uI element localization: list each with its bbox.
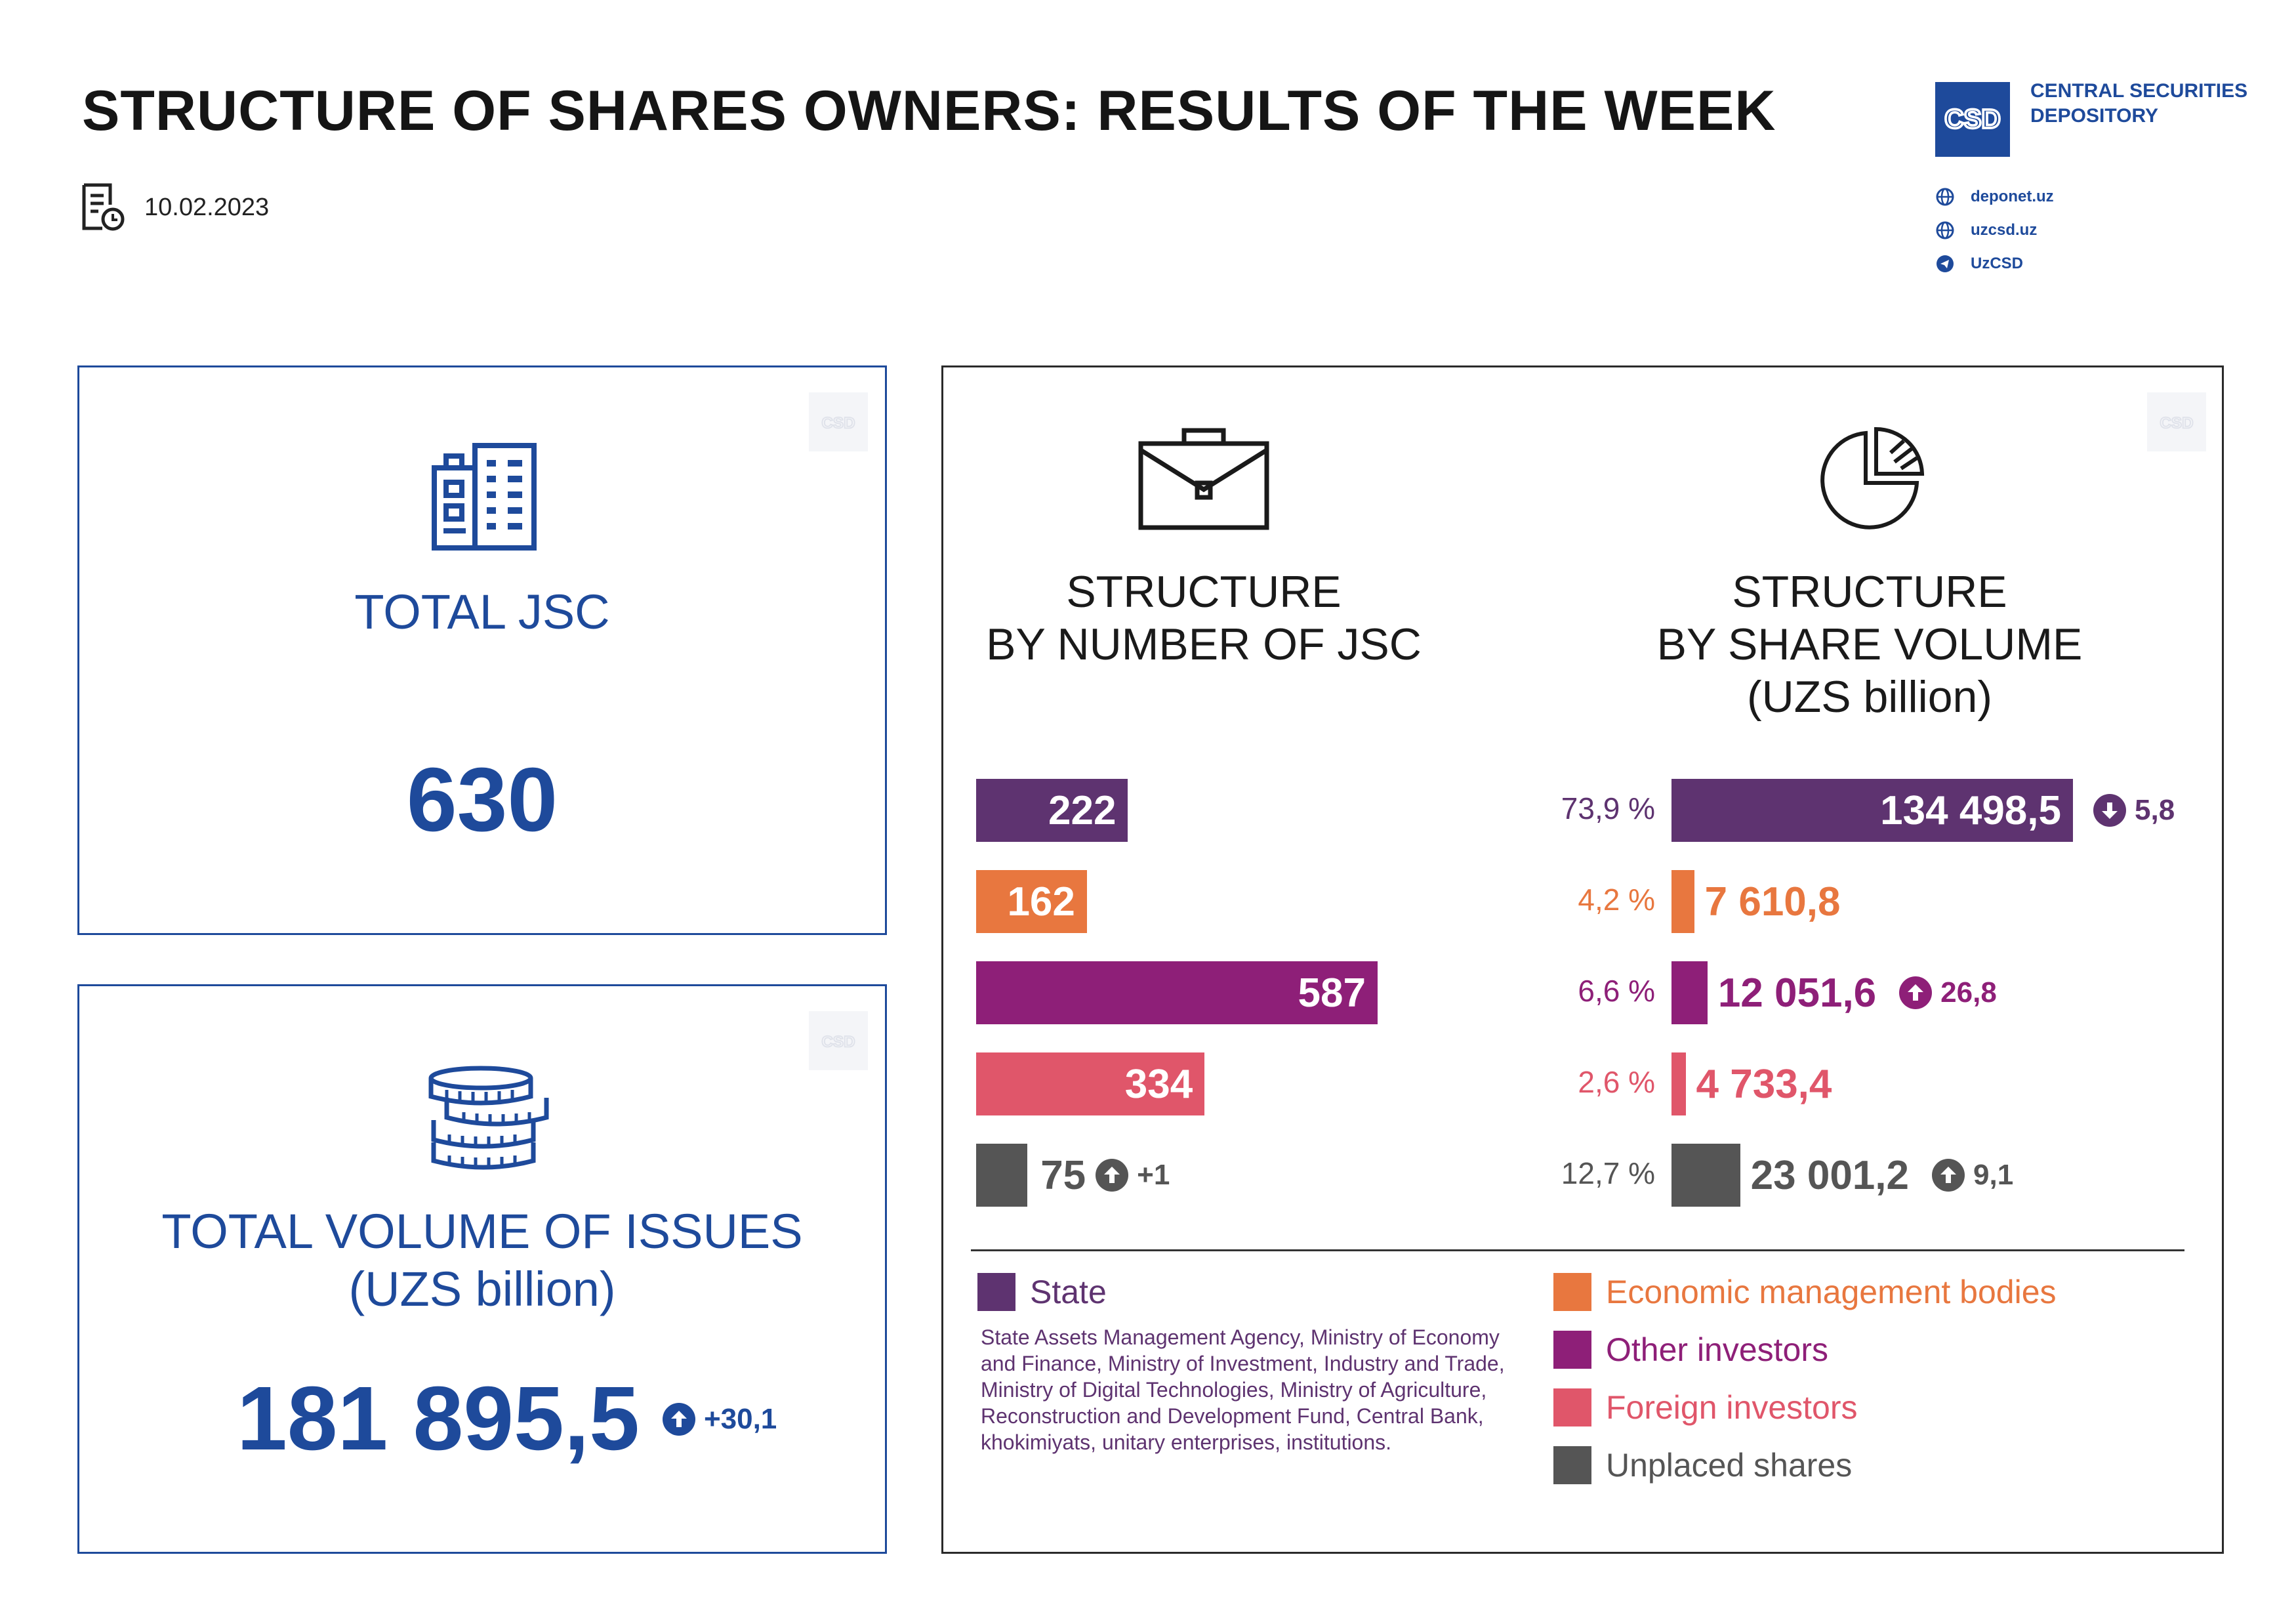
volume-bar-label-0: 134 498,5 [1880, 787, 2061, 833]
pie-chart-icon [1820, 427, 1925, 530]
legend-divider [971, 1249, 2184, 1251]
volume-change-2: 26,8 [1898, 976, 1997, 1010]
legend-item-other: Other investors [1553, 1331, 1828, 1369]
volume-bar-label-3: 4 733,4 [1696, 1061, 1832, 1107]
svg-text:CSD: CSD [821, 1033, 855, 1051]
briefcase-icon [1138, 428, 1269, 530]
svg-text:CSD: CSD [1944, 104, 2000, 134]
date-row: 10.02.2023 [80, 182, 269, 232]
volume-bar-1 [1671, 870, 1694, 933]
legend-item-foreign: Foreign investors [1553, 1388, 1858, 1426]
jsc-bar-label-1: 162 [1007, 879, 1075, 925]
total-volume-card: CSD TOTAL VOLUME OF ISSUES (UZS billion)… [77, 984, 887, 1554]
legend-swatch-state [977, 1273, 1015, 1311]
brand-name: CENTRAL SECURITIES DEPOSITORY [2030, 80, 2248, 127]
report-date: 10.02.2023 [144, 193, 270, 221]
volume-percent-1: 4,2 % [1578, 883, 1655, 917]
website-link-deponet[interactable]: deponet.uz [1935, 187, 2054, 207]
jsc-bar-1: 162 [976, 870, 1087, 933]
volume-percent-2: 6,6 % [1578, 974, 1655, 1008]
buildings-icon [432, 443, 537, 551]
total-jsc-label: TOTAL JSC [354, 585, 610, 639]
csd-watermark-icon: CSD [809, 1011, 868, 1070]
legend-swatch-other [1553, 1331, 1591, 1369]
total-volume-change: +30,1 [662, 1402, 777, 1436]
volume-bar-outlabel-1: 7 610,8 [1705, 870, 1841, 933]
arrow-up-icon [1932, 1159, 1965, 1192]
legend-state-note: State Assets Management Agency, Ministry… [981, 1325, 1505, 1454]
jsc-bar-label-3: 334 [1124, 1061, 1193, 1107]
arrow-up-icon [662, 1402, 695, 1436]
total-volume-value: 181 895,5 [237, 1368, 640, 1469]
volume-change-4: 9,1 [1931, 1158, 2013, 1192]
volume-bar-outlabel-2: 12 051,6 26,8 [1718, 961, 1997, 1024]
volume-bar-outlabel-4: 23 001,2 9,1 [1751, 1144, 2014, 1207]
volume-bar-label-1: 7 610,8 [1704, 879, 1841, 925]
jsc-bar-0: 222 [976, 779, 1128, 842]
legend-item-economic: Economic management bodies [1553, 1273, 2057, 1311]
volume-bar-2 [1671, 961, 1708, 1024]
total-volume-label: TOTAL VOLUME OF ISSUES (UZS billion) [161, 1204, 803, 1316]
jsc-change-4: +1 [1095, 1158, 1170, 1192]
arrow-up-icon [1899, 976, 1933, 1009]
volume-percent-3: 2,6 % [1578, 1065, 1655, 1099]
volume-bar-3 [1671, 1052, 1686, 1115]
volume-bar-label-2: 12 051,6 [1717, 970, 1877, 1016]
jsc-bar-label-2: 587 [1298, 970, 1366, 1016]
volume-bar-label-4: 23 001,2 [1750, 1152, 1909, 1198]
telegram-icon [1937, 255, 1954, 272]
volume-bar-4 [1671, 1144, 1740, 1207]
website-link-uzcsd[interactable]: uzcsd.uz [1935, 220, 2037, 240]
total-jsc-card: CSD TOTAL JSC 630 [77, 365, 887, 935]
total-jsc-value: 630 [406, 749, 558, 850]
volume-percent-0: 73,9 % [1561, 791, 1655, 825]
jsc-bar-outlabel-4: 75 +1 [1040, 1144, 1170, 1207]
jsc-bar-4 [976, 1144, 1028, 1207]
document-clock-icon [82, 183, 125, 231]
csd-logo: CSD [1935, 82, 2010, 157]
legend-swatch-unplaced [1553, 1446, 1591, 1484]
jsc-bar-label-0: 222 [1048, 787, 1117, 833]
legend-swatch-economic [1553, 1273, 1591, 1311]
volume-percent-4: 12,7 % [1561, 1156, 1655, 1190]
telegram-link[interactable]: UzCSD [1935, 254, 2023, 274]
jsc-bar-label-4: 75 [1040, 1152, 1086, 1198]
svg-text:CSD: CSD [2160, 414, 2193, 432]
volume-bar-outlabel-3: 4 733,4 [1696, 1052, 1832, 1115]
globe-icon [1936, 221, 1954, 239]
arrow-up-icon [1096, 1159, 1129, 1192]
coins-stack-icon [428, 1066, 549, 1170]
globe-icon [1936, 188, 1954, 206]
chart-title-number-of-jsc: STRUCTURE BY NUMBER OF JSC [986, 567, 1422, 669]
volume-bar-0: 134 498,5 [1671, 779, 2073, 842]
chart-title-share-volume: STRUCTURE BY SHARE VOLUME (UZS billion) [1656, 567, 2083, 722]
csd-watermark-icon: CSD [809, 392, 868, 451]
volume-bar-outlabel-0: 5,8 [2093, 779, 2175, 842]
total-volume-value-row: 181 895,5 +30,1 [237, 1367, 777, 1471]
jsc-bar-2: 587 [976, 961, 1378, 1024]
legend-item-unplaced: Unplaced shares [1553, 1446, 1852, 1484]
svg-text:CSD: CSD [821, 414, 855, 432]
page-title: STRUCTURE OF SHARES OWNERS: RESULTS OF T… [82, 79, 1776, 142]
legend-item-state: State [977, 1273, 1107, 1311]
jsc-bar-3: 334 [976, 1052, 1205, 1115]
legend-swatch-foreign [1553, 1388, 1591, 1426]
arrow-down-icon [2093, 794, 2126, 827]
volume-change-0: 5,8 [2093, 793, 2175, 827]
csd-watermark-icon: CSD [2147, 392, 2206, 451]
